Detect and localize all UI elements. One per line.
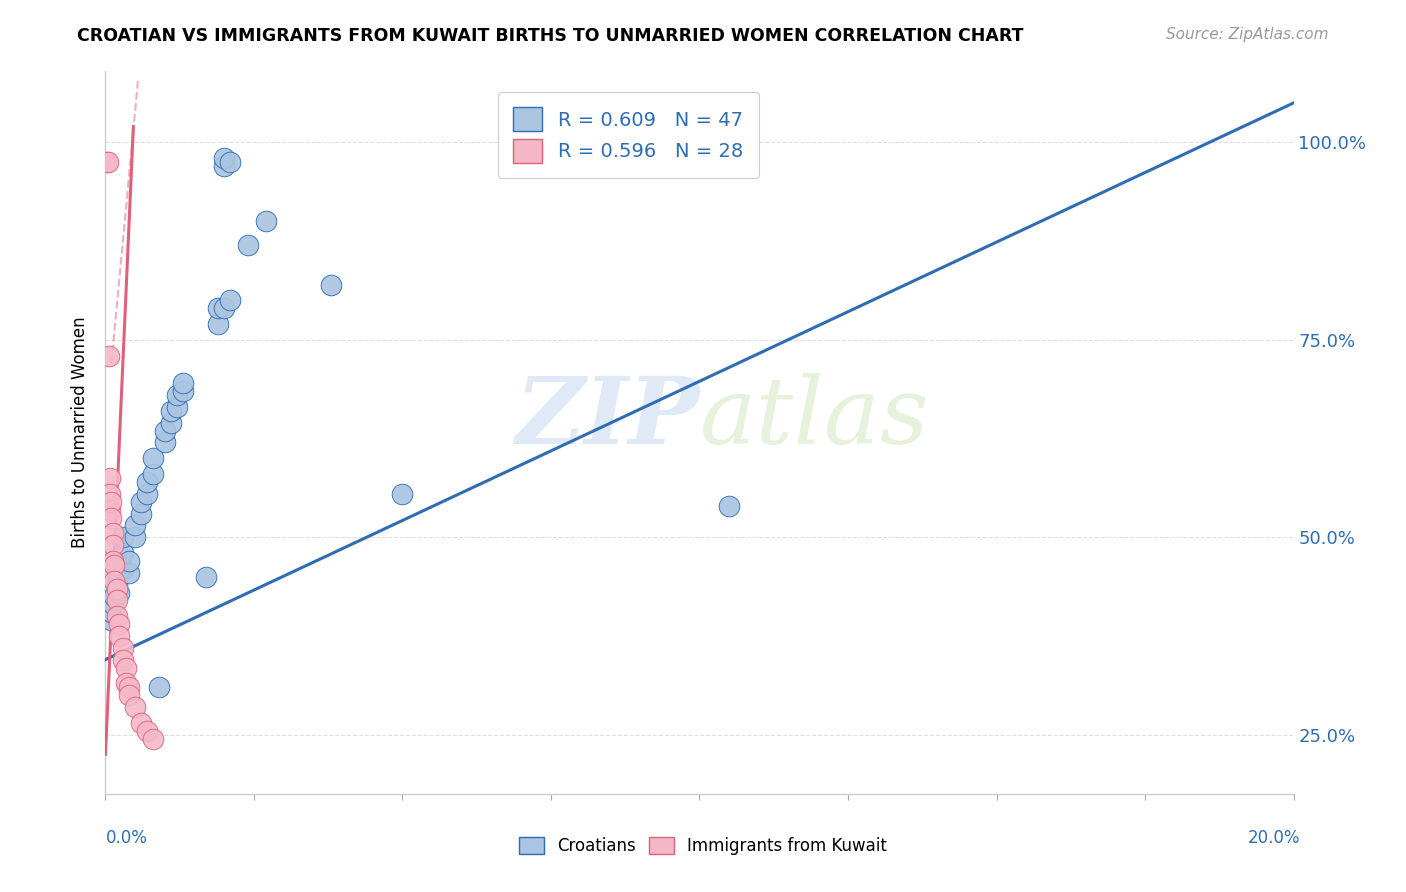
Point <box>97 155 120 169</box>
Point <box>166 400 188 414</box>
Point <box>236 238 259 252</box>
Point <box>100 510 122 524</box>
Point <box>118 566 141 580</box>
Point <box>142 451 165 466</box>
Point <box>159 416 181 430</box>
Point <box>166 388 188 402</box>
Point <box>136 487 159 501</box>
Point <box>115 676 138 690</box>
Point <box>103 558 125 572</box>
Point <box>98 502 121 516</box>
Legend: R = 0.609   N = 47, R = 0.596   N = 28: R = 0.609 N = 47, R = 0.596 N = 28 <box>498 92 759 178</box>
Point <box>718 499 741 513</box>
Point <box>105 577 128 591</box>
Text: CROATIAN VS IMMIGRANTS FROM KUWAIT BIRTHS TO UNMARRIED WOMEN CORRELATION CHART: CROATIAN VS IMMIGRANTS FROM KUWAIT BIRTH… <box>77 27 1024 45</box>
Point <box>101 538 124 552</box>
Text: ZIP: ZIP <box>515 373 700 463</box>
Point <box>172 384 194 399</box>
Point <box>103 574 125 588</box>
Point <box>101 598 124 612</box>
Point <box>124 530 146 544</box>
Text: Source: ZipAtlas.com: Source: ZipAtlas.com <box>1166 27 1329 42</box>
Point <box>105 566 128 580</box>
Point <box>254 214 277 228</box>
Point <box>207 301 229 316</box>
Point <box>100 605 122 619</box>
Point <box>391 487 413 501</box>
Point <box>219 155 242 169</box>
Point <box>159 404 181 418</box>
Point <box>142 467 165 481</box>
Point <box>129 494 152 508</box>
Point <box>153 435 176 450</box>
Point <box>207 317 229 331</box>
Point <box>214 151 236 165</box>
Text: 0.0%: 0.0% <box>105 829 148 847</box>
Point <box>105 582 128 596</box>
Point <box>118 554 141 568</box>
Text: 20.0%: 20.0% <box>1249 829 1301 847</box>
Legend: Croatians, Immigrants from Kuwait: Croatians, Immigrants from Kuwait <box>512 830 894 862</box>
Point <box>98 487 121 501</box>
Point <box>98 349 121 363</box>
Point <box>172 376 194 391</box>
Point <box>321 277 343 292</box>
Point <box>136 475 159 489</box>
Point <box>100 613 122 627</box>
Point <box>195 570 218 584</box>
Point <box>107 629 129 643</box>
Point <box>101 526 124 541</box>
Point <box>103 590 125 604</box>
Point <box>129 507 152 521</box>
Point <box>153 424 176 438</box>
Point <box>136 723 159 738</box>
Point <box>112 562 135 576</box>
Point <box>98 471 121 485</box>
Point <box>100 494 122 508</box>
Point <box>105 609 128 624</box>
Point <box>105 593 128 607</box>
Point <box>124 700 146 714</box>
Point <box>124 518 146 533</box>
Point <box>112 530 135 544</box>
Point <box>107 585 129 599</box>
Text: atlas: atlas <box>700 373 929 463</box>
Point <box>142 731 165 746</box>
Point <box>214 301 236 316</box>
Point <box>118 688 141 702</box>
Point <box>112 546 135 560</box>
Point <box>214 159 236 173</box>
Point <box>115 660 138 674</box>
Point <box>107 617 129 632</box>
Point <box>129 715 152 730</box>
Point <box>219 293 242 308</box>
Point <box>112 640 135 655</box>
Point <box>118 680 141 694</box>
Point <box>101 554 124 568</box>
Point <box>96 155 118 169</box>
Point <box>148 680 170 694</box>
Y-axis label: Births to Unmarried Women: Births to Unmarried Women <box>72 317 90 549</box>
Point <box>112 653 135 667</box>
